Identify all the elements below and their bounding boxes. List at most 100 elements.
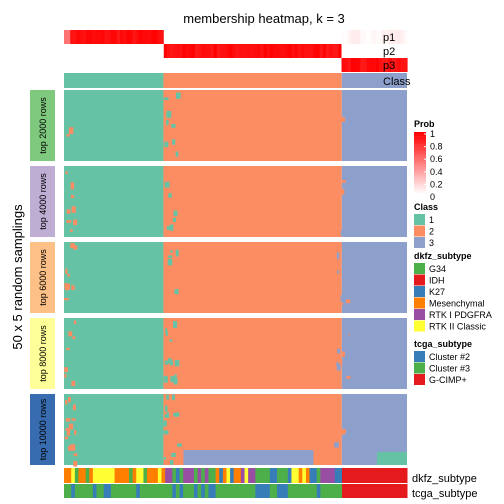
legend-dkfz-title: dkfz_subtype bbox=[414, 251, 472, 261]
sampling-noise bbox=[65, 268, 68, 275]
sampling-noise bbox=[334, 442, 339, 448]
panel-label-box bbox=[30, 90, 55, 161]
prob-cell-p3 bbox=[316, 58, 321, 72]
prob-cell-p3 bbox=[113, 58, 118, 72]
prob-cell-p2 bbox=[310, 44, 315, 58]
prob-gradient-step bbox=[414, 174, 426, 177]
sampling-noise bbox=[163, 431, 169, 434]
prob-cell-p2 bbox=[120, 44, 124, 58]
sampling-noise bbox=[342, 180, 346, 183]
prob-tick-label: 0.8 bbox=[430, 142, 443, 152]
tcga-cell bbox=[316, 484, 321, 498]
dkfz-cell bbox=[273, 468, 278, 483]
prob-tick-label: 0.4 bbox=[430, 167, 443, 177]
prob-gradient-step bbox=[414, 136, 426, 139]
prob-cell-p2 bbox=[363, 44, 368, 58]
prob-gradient-step bbox=[414, 159, 426, 162]
dkfz-cell bbox=[67, 468, 72, 483]
tcga-cell bbox=[269, 484, 274, 498]
prob-cell-p2 bbox=[300, 44, 305, 58]
panel-block-class1 bbox=[64, 242, 164, 313]
dkfz-cell bbox=[356, 468, 361, 483]
prob-cell-p1 bbox=[194, 30, 199, 44]
sampling-noise bbox=[335, 289, 341, 295]
dkfz-cell bbox=[71, 468, 76, 483]
prob-cell-p1 bbox=[185, 30, 190, 44]
dkfz-cell bbox=[212, 468, 217, 483]
prob-cell-p1 bbox=[257, 30, 262, 44]
prob-cell-p2 bbox=[163, 44, 168, 58]
sampling-noise bbox=[173, 413, 177, 417]
prob-cell-p1 bbox=[138, 30, 143, 44]
dkfz-cell bbox=[201, 468, 206, 483]
sampling-noise bbox=[164, 360, 168, 365]
prob-cell-p3 bbox=[329, 58, 333, 72]
dkfz-cell bbox=[150, 468, 155, 483]
tcga-cell bbox=[331, 484, 336, 498]
tcga-cell bbox=[258, 484, 264, 498]
prob-cell-p3 bbox=[67, 58, 71, 72]
row-label-class: Class bbox=[383, 76, 411, 88]
prob-cell-p3 bbox=[285, 58, 290, 72]
chart-title: membership heatmap, k = 3 bbox=[183, 11, 345, 26]
tcga-cell bbox=[305, 484, 311, 498]
legend-dkfz-swatch bbox=[414, 309, 425, 320]
dkfz-cell bbox=[277, 468, 282, 483]
prob-cell-p1 bbox=[201, 30, 205, 44]
sampling-noise bbox=[70, 229, 73, 233]
tcga-cell bbox=[157, 484, 162, 498]
prob-cell-p1 bbox=[300, 30, 305, 44]
sampling-noise bbox=[163, 97, 169, 101]
y-axis-label: 50 x 5 random samplings bbox=[10, 204, 25, 350]
prob-cell-p2 bbox=[145, 44, 149, 58]
sampling-noise bbox=[65, 400, 68, 405]
prob-cell-p2 bbox=[353, 44, 358, 58]
prob-cell-p2 bbox=[110, 44, 115, 58]
prob-cell-p3 bbox=[257, 58, 262, 72]
sampling-noise bbox=[171, 452, 176, 457]
prob-cell-p3 bbox=[366, 58, 371, 72]
prob-cell-p1 bbox=[123, 30, 127, 44]
prob-cell-p3 bbox=[394, 58, 399, 72]
tcga-cell bbox=[309, 484, 314, 498]
panel-block-class2 bbox=[163, 318, 342, 389]
sampling-noise bbox=[71, 444, 76, 451]
tcga-cell bbox=[67, 484, 72, 498]
prob-cell-p2 bbox=[344, 44, 349, 58]
prob-gradient-step bbox=[414, 184, 426, 187]
dkfz-cell bbox=[349, 468, 354, 483]
sampling-noise bbox=[68, 423, 74, 430]
dkfz-cell bbox=[360, 468, 365, 483]
prob-cell-p2 bbox=[238, 44, 243, 58]
dkfz-cell bbox=[248, 468, 253, 483]
dkfz-cell bbox=[157, 468, 162, 483]
class-bar-2 bbox=[163, 73, 342, 88]
prob-cell-p3 bbox=[300, 58, 305, 72]
sampling-noise bbox=[336, 252, 340, 260]
tcga-cell bbox=[82, 484, 87, 498]
prob-cell-p1 bbox=[350, 30, 355, 44]
prob-cell-p1 bbox=[251, 30, 255, 44]
prob-cell-p3 bbox=[182, 58, 187, 72]
tcga-cell bbox=[215, 484, 220, 498]
prob-cell-p2 bbox=[113, 44, 118, 58]
prob-cell-p3 bbox=[388, 58, 393, 72]
prob-cell-p3 bbox=[282, 58, 286, 72]
prob-cell-p3 bbox=[241, 58, 246, 72]
prob-cell-p1 bbox=[191, 30, 196, 44]
tcga-cell bbox=[240, 484, 246, 498]
dkfz-cell bbox=[305, 468, 311, 483]
legend-dkfz-label: G34 bbox=[429, 264, 446, 274]
prob-gradient-step bbox=[414, 140, 426, 143]
prob-cell-p1 bbox=[151, 30, 156, 44]
legend-class-items: 1 23 bbox=[414, 214, 434, 248]
tcga-cell bbox=[280, 484, 285, 498]
tcga-cell bbox=[78, 484, 83, 498]
prob-cell-p3 bbox=[297, 58, 302, 72]
prob-cell-p3 bbox=[92, 58, 96, 72]
prob-cell-p1 bbox=[98, 30, 103, 44]
prob-cell-p1 bbox=[88, 30, 93, 44]
tcga-cell bbox=[193, 484, 199, 498]
prob-cell-p2 bbox=[263, 44, 268, 58]
sampling-noise bbox=[163, 375, 168, 383]
